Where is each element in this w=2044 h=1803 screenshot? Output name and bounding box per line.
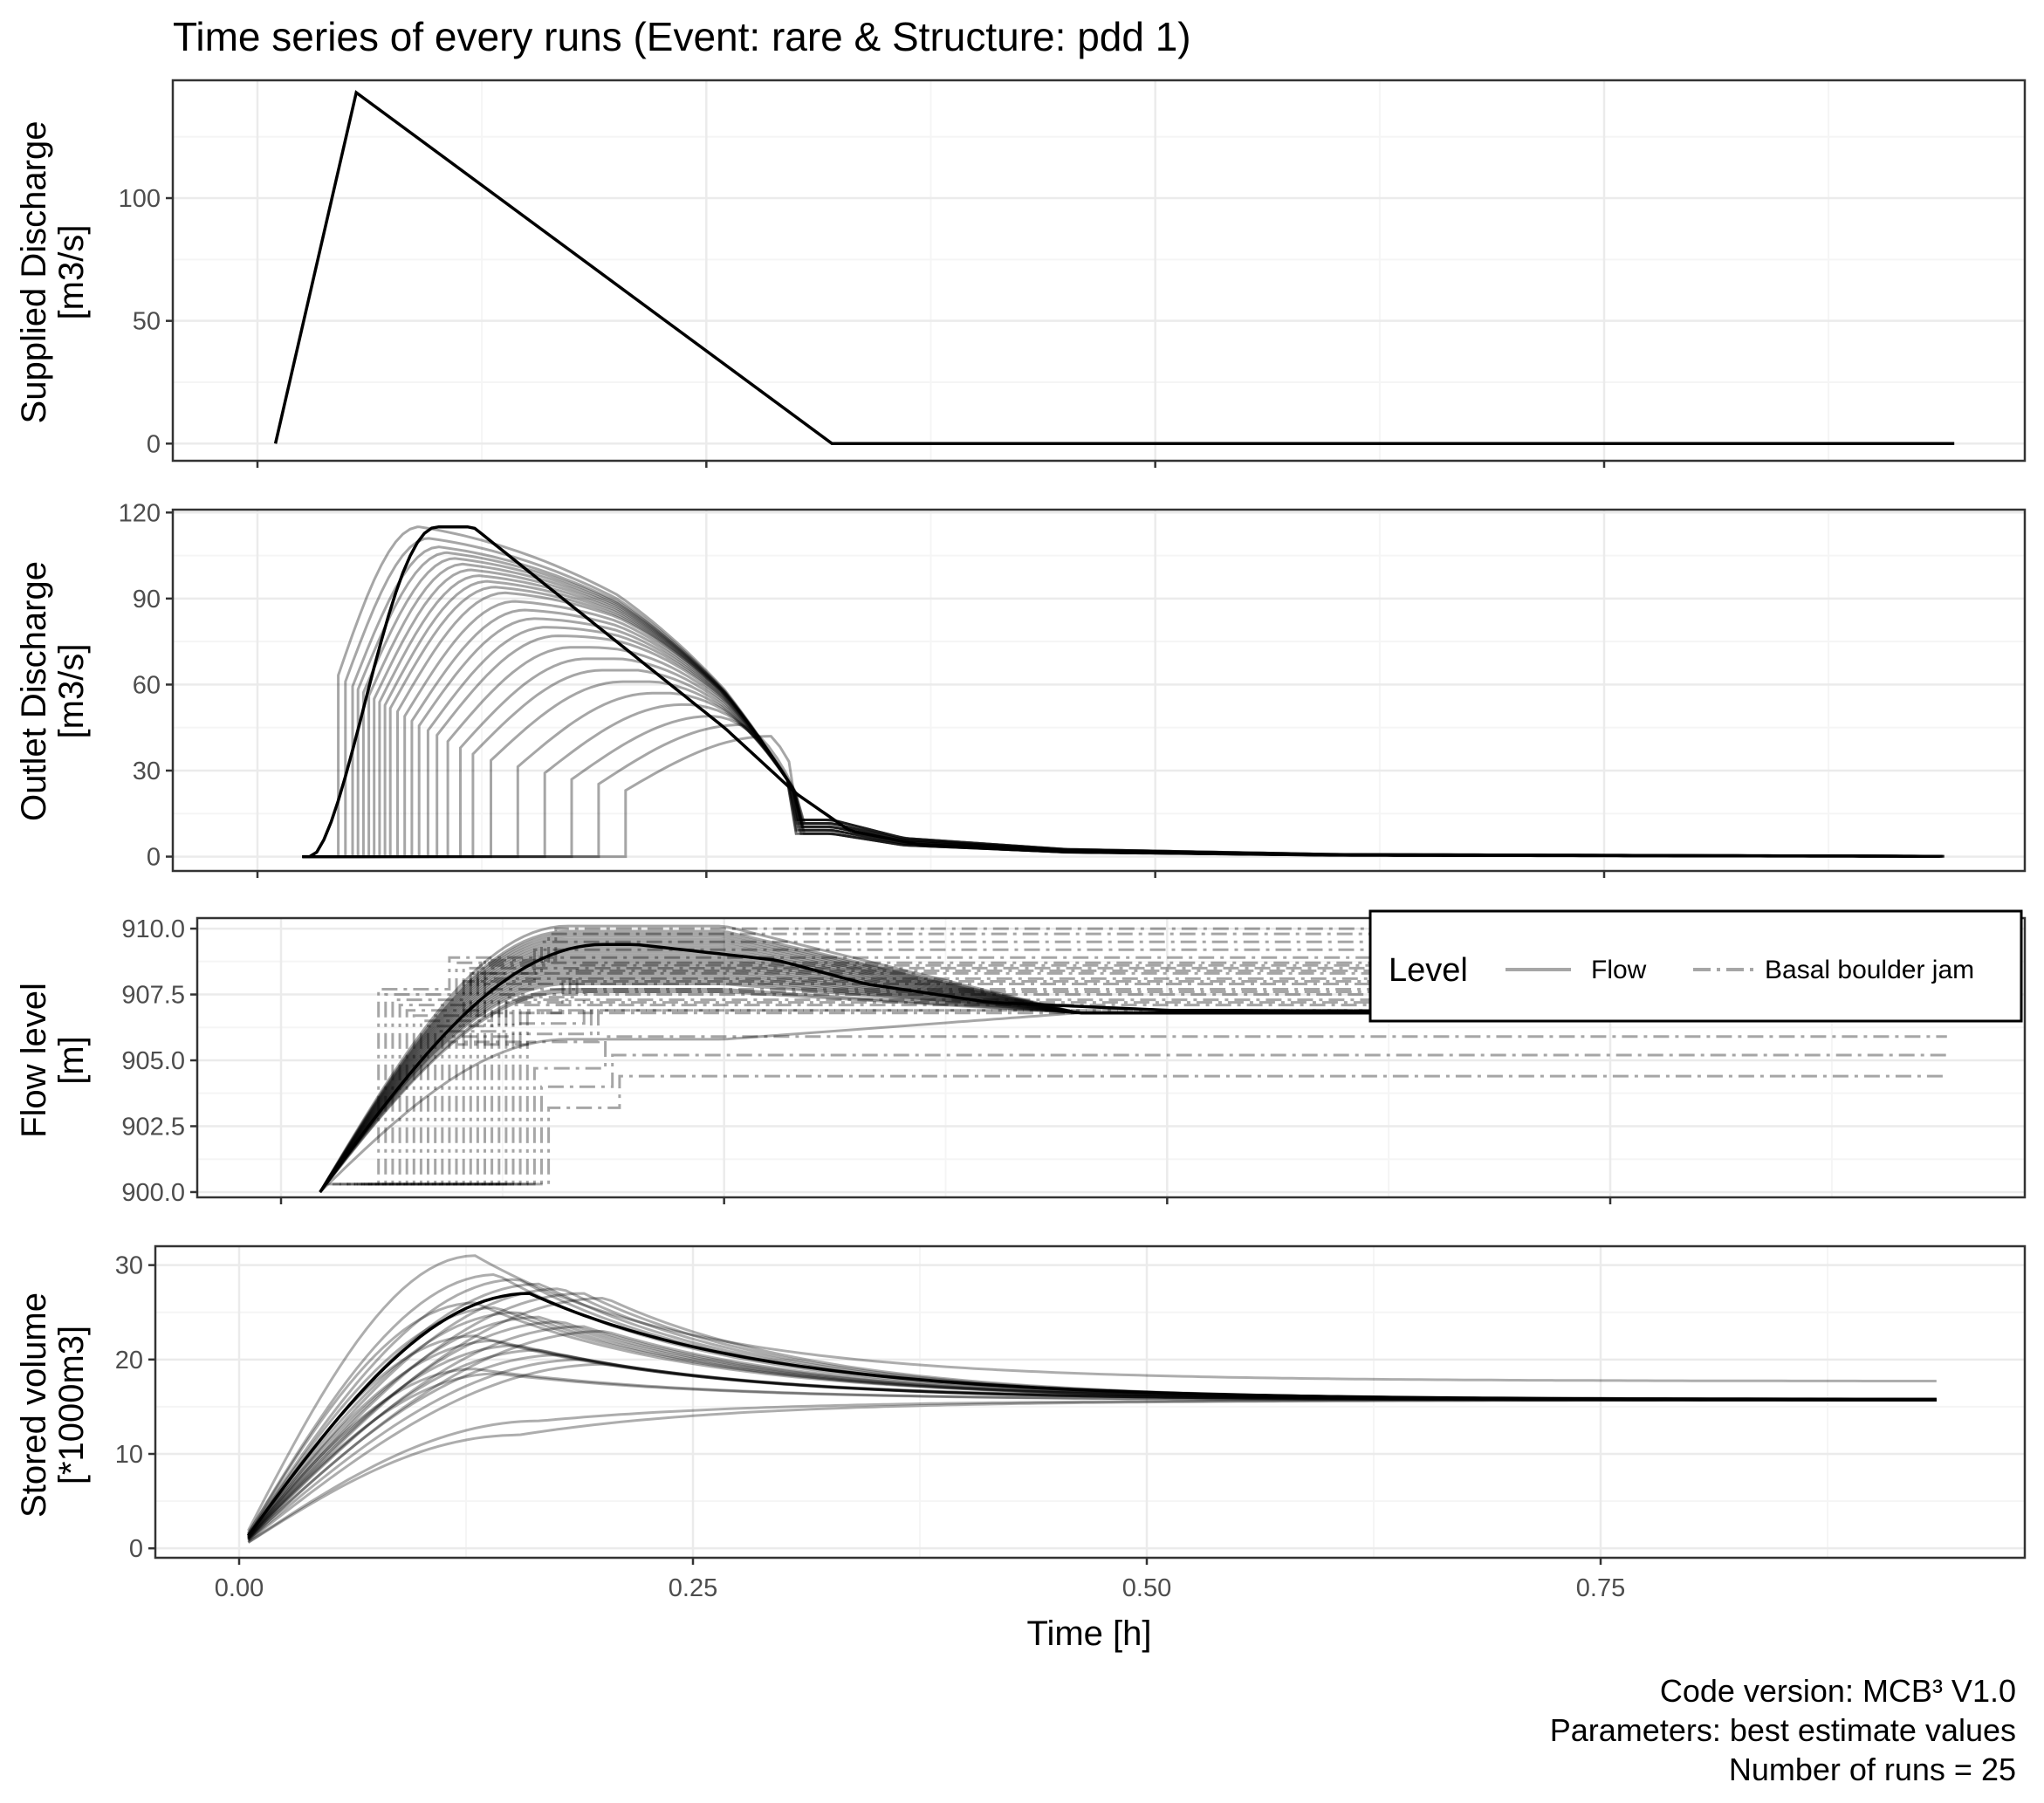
panel-border bbox=[171, 508, 2027, 873]
svg-text:[m3/s]: [m3/s] bbox=[52, 644, 91, 739]
legend-title: Level bbox=[1389, 952, 1468, 989]
y-tick-label: 20 bbox=[115, 1347, 143, 1375]
jam-level-run-15 bbox=[424, 932, 1947, 1186]
jam-level-run-24 bbox=[488, 1053, 1947, 1186]
svg-text:[m3/s]: [m3/s] bbox=[52, 225, 91, 320]
jam-level-run-12 bbox=[403, 1011, 1947, 1186]
y-tick-label: 50 bbox=[133, 308, 161, 336]
y-tick-label: 30 bbox=[115, 1252, 143, 1280]
panel-supplied-discharge: 0 50 100 bbox=[119, 79, 2027, 468]
jam-level-run-19 bbox=[453, 963, 1947, 1186]
x-tick-label: 0.50 bbox=[1122, 1574, 1171, 1602]
panel-stored-volume: 0 10 20 30 0.00 0.25 0.50 0.75 bbox=[115, 1244, 2027, 1602]
y-axis-label-stored-volume: Stored volume [*1000m3] bbox=[15, 1292, 91, 1518]
svg-text:Outlet Discharge: Outlet Discharge bbox=[15, 561, 53, 821]
y-axis-label-supplied-discharge: Supplied Discharge [m3/s] bbox=[15, 121, 91, 424]
y-tick-label: 900.0 bbox=[121, 1179, 185, 1207]
jam-level-run-18 bbox=[445, 969, 1947, 1186]
svg-text:Stored volume: Stored volume bbox=[15, 1292, 53, 1518]
caption-line-1: Code version: MCB³ V1.0 bbox=[1660, 1673, 2016, 1709]
svg-text:[m]: [m] bbox=[52, 1036, 91, 1085]
caption: Code version: MCB³ V1.0 Parameters: best… bbox=[1550, 1673, 2016, 1787]
x-tick-label: 0.00 bbox=[215, 1574, 264, 1602]
jam-level-run-20 bbox=[460, 991, 1947, 1186]
jam-level-run-25 bbox=[495, 1074, 1947, 1186]
y-tick-label: 0 bbox=[147, 430, 161, 458]
y-tick-label: 905.0 bbox=[121, 1047, 185, 1075]
jam-level-run-17 bbox=[438, 980, 1947, 1186]
y-tick-label: 100 bbox=[119, 185, 161, 213]
svg-text:[*1000m3]: [*1000m3] bbox=[52, 1326, 91, 1484]
y-tick-label: 30 bbox=[133, 758, 161, 785]
panel-border bbox=[195, 916, 2027, 1199]
jam-level-run-14 bbox=[417, 940, 1947, 1186]
outlet-leading-run bbox=[302, 524, 1940, 859]
panel-background bbox=[173, 510, 2025, 871]
x-tick-label: 0.25 bbox=[669, 1574, 717, 1602]
jam-level-run-11 bbox=[396, 1009, 1947, 1186]
volume-leading-run bbox=[246, 1292, 1937, 1537]
y-axis-label-outlet-discharge: Outlet Discharge [m3/s] bbox=[15, 561, 91, 821]
svg-text:Flow level: Flow level bbox=[15, 983, 53, 1138]
y-tick-label: 120 bbox=[119, 499, 161, 527]
series-group bbox=[302, 524, 1945, 859]
series-group bbox=[273, 90, 1955, 446]
series-supplied-discharge bbox=[273, 90, 1955, 446]
jam-level-run-3 bbox=[340, 966, 1947, 1186]
jam-level-run-4 bbox=[346, 971, 1947, 1186]
panel-outlet-discharge: 0 30 60 90 120 bbox=[119, 499, 2027, 878]
panel-border bbox=[154, 1244, 2027, 1560]
y-tick-label: 60 bbox=[133, 671, 161, 699]
jam-level-run-2 bbox=[332, 961, 1947, 1186]
jam-level-run-10 bbox=[388, 1004, 1947, 1186]
y-tick-label: 10 bbox=[115, 1441, 143, 1469]
caption-line-2: Parameters: best estimate values bbox=[1550, 1712, 2016, 1748]
chart-title: Time series of every runs (Event: rare &… bbox=[173, 14, 1191, 59]
jam-level-run-13 bbox=[410, 948, 1947, 1186]
legend-label-flow: Flow bbox=[1591, 956, 1647, 984]
x-tick-label: 0.75 bbox=[1576, 1574, 1625, 1602]
jam-level-run-5 bbox=[353, 977, 1947, 1186]
panel-border bbox=[171, 79, 2027, 463]
caption-line-3: Number of runs = 25 bbox=[1729, 1752, 2016, 1787]
legend-box bbox=[1368, 909, 2023, 1023]
y-axis-label-flow-level: Flow level [m] bbox=[15, 983, 91, 1138]
legend: Level Flow Basal boulder jam bbox=[1368, 909, 2023, 1023]
jam-level-run-1 bbox=[325, 956, 1947, 1186]
y-tick-label: 90 bbox=[133, 586, 161, 614]
y-tick-label: 907.5 bbox=[121, 982, 185, 1010]
y-tick-label: 902.5 bbox=[121, 1113, 185, 1141]
x-axis-label: Time [h] bbox=[1027, 1614, 1152, 1653]
legend-label-basal-boulder-jam: Basal boulder jam bbox=[1765, 956, 1974, 984]
svg-text:Supplied Discharge: Supplied Discharge bbox=[15, 121, 53, 424]
jam-level-run-23 bbox=[481, 1035, 1947, 1186]
volume-run-1 bbox=[247, 1254, 1937, 1532]
jam-level-run-6 bbox=[360, 983, 1947, 1186]
jam-level-run-8 bbox=[374, 993, 1947, 1186]
jam-level-run-9 bbox=[381, 998, 1947, 1186]
y-tick-label: 0 bbox=[147, 844, 161, 872]
y-tick-label: 910.0 bbox=[121, 915, 185, 943]
jam-level-run-16 bbox=[431, 927, 1947, 1186]
jam-level-run-21 bbox=[467, 1001, 1947, 1186]
series-group bbox=[246, 1254, 1937, 1544]
jam-level-run-22 bbox=[474, 1009, 1947, 1186]
y-tick-label: 0 bbox=[129, 1535, 143, 1563]
